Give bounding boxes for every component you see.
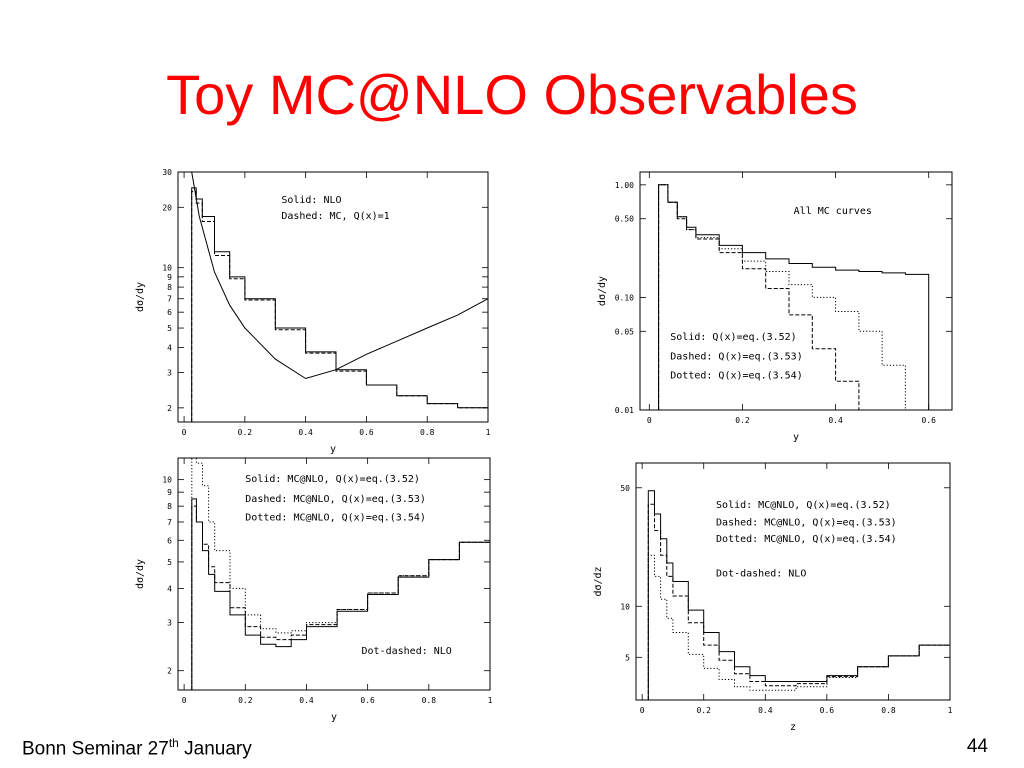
x-tick-label: 0 bbox=[640, 706, 645, 715]
x-tick-label: 1 bbox=[948, 706, 953, 715]
x-tick-label: 0.2 bbox=[696, 706, 711, 715]
y-tick-label: 7 bbox=[167, 518, 172, 527]
x-tick-label: 0 bbox=[647, 416, 652, 425]
series-1-line bbox=[191, 187, 488, 422]
x-tick-label: 0.6 bbox=[360, 696, 375, 705]
plot-frame bbox=[177, 457, 491, 691]
x-tick-label: 1 bbox=[488, 696, 493, 705]
y-axis-label: dσ/dy bbox=[597, 276, 608, 306]
annotation: Solid: MC@NLO, Q(x)=eq.(3.52) bbox=[245, 474, 420, 485]
annotation: All MC curves bbox=[794, 206, 872, 217]
y-tick-label: 9 bbox=[167, 488, 172, 497]
y-tick-label: 10 bbox=[620, 602, 630, 611]
annotation: Solid: Q(x)=eq.(3.52) bbox=[670, 332, 796, 343]
annotation: Dot-dashed: NLO bbox=[716, 568, 806, 579]
y-axis-label: dσ/dy bbox=[135, 282, 146, 312]
annotation: Dotted: Q(x)=eq.(3.54) bbox=[670, 371, 802, 382]
y-tick-label: 6 bbox=[167, 308, 172, 317]
x-tick-label: 0.4 bbox=[828, 416, 843, 425]
x-tick-label: 0.4 bbox=[299, 696, 314, 705]
annotation: Dotted: MC@NLO, Q(x)=eq.(3.54) bbox=[716, 534, 897, 545]
series-2-line bbox=[647, 554, 950, 700]
y-tick-label: 9 bbox=[167, 273, 172, 282]
y-tick-label: 50 bbox=[620, 484, 630, 493]
y-tick-label: 5 bbox=[625, 653, 630, 662]
y-tick-label: 5 bbox=[167, 324, 172, 333]
series-0-line bbox=[191, 172, 488, 380]
x-tick-label: 1 bbox=[486, 428, 491, 437]
series-0-line bbox=[191, 498, 490, 690]
annotation: Dashed: MC@NLO, Q(x)=eq.(3.53) bbox=[245, 494, 426, 505]
y-tick-label: 3 bbox=[167, 619, 172, 628]
y-tick-label: 7 bbox=[167, 295, 172, 304]
slide-title: Toy MC@NLO Observables bbox=[166, 63, 858, 126]
annotation: Dashed: MC@NLO, Q(x)=eq.(3.53) bbox=[716, 517, 897, 528]
plot-frame bbox=[635, 462, 951, 701]
footer-event-tail: January bbox=[178, 738, 252, 760]
plot-frame bbox=[639, 171, 953, 411]
footer-event-sup: th bbox=[168, 736, 179, 750]
x-axis-label: y bbox=[793, 432, 799, 443]
x-tick-label: 0.6 bbox=[820, 706, 835, 715]
annotation: Dashed: MC, Q(x)=1 bbox=[281, 211, 389, 222]
x-tick-label: 0.8 bbox=[422, 696, 437, 705]
chart-top-right: 0 0.2 0.4 0.6 0.01 0.05 0.10 0.50 1.00 y dσ/dy All … bbox=[597, 171, 953, 443]
x-tick-label: 0 bbox=[182, 696, 187, 705]
series-2-line bbox=[191, 190, 488, 422]
y-tick-label: 0.50 bbox=[615, 215, 634, 224]
x-axis-label: y bbox=[330, 444, 336, 455]
x-tick-label: 0.6 bbox=[359, 428, 374, 437]
y-tick-label: 2 bbox=[167, 404, 172, 413]
y-tick-label: 0.01 bbox=[615, 406, 634, 415]
y-tick-label: 1.00 bbox=[615, 181, 634, 190]
annotation: Solid: MC@NLO, Q(x)=eq.(3.52) bbox=[716, 500, 891, 511]
x-axis-label: y bbox=[331, 712, 337, 723]
y-tick-label: 2 bbox=[167, 667, 172, 676]
y-tick-label: 0.10 bbox=[615, 293, 634, 302]
series-1-line bbox=[191, 505, 490, 690]
annotation: Dotted: MC@NLO, Q(x)=eq.(3.54) bbox=[245, 512, 426, 523]
annotation: Dashed: Q(x)=eq.(3.53) bbox=[670, 352, 802, 363]
annotation: Dot-dashed: NLO bbox=[362, 646, 452, 657]
series-2-line bbox=[191, 458, 490, 690]
x-tick-label: 0.6 bbox=[921, 416, 936, 425]
y-tick-label: 4 bbox=[167, 584, 172, 593]
y-tick-label: 8 bbox=[167, 502, 172, 511]
chart-bottom-left: 0 0.2 0.4 0.6 0.8 1 2 3 4 5 6 7 8 9 10 y dσ/dy Solid: MC@… bbox=[135, 457, 493, 723]
series-2-line bbox=[658, 184, 929, 410]
chart-bottom-right: 0 0.2 0.4 0.6 0.8 1 5 10 50 z dσ/dz Solid: MC@NLO, … bbox=[593, 462, 953, 733]
y-tick-label: 30 bbox=[162, 168, 172, 177]
y-axis-label: dσ/dz bbox=[593, 566, 604, 596]
plot-frame bbox=[177, 171, 489, 423]
page-number: 44 bbox=[966, 736, 988, 757]
footer-event: Bonn Seminar 27th January bbox=[22, 736, 252, 760]
x-tick-label: 0.4 bbox=[758, 706, 773, 715]
y-tick-label: 10 bbox=[162, 476, 172, 485]
x-tick-label: 0.4 bbox=[298, 428, 313, 437]
footer-event-main: Bonn Seminar 27 bbox=[22, 738, 169, 760]
annotation: Solid: NLO bbox=[281, 195, 341, 206]
x-tick-label: 0 bbox=[182, 428, 187, 437]
x-tick-label: 0.2 bbox=[238, 428, 253, 437]
y-tick-label: 6 bbox=[167, 536, 172, 545]
y-axis-label: dσ/dy bbox=[135, 559, 146, 589]
y-tick-label: 8 bbox=[167, 283, 172, 292]
y-tick-label: 0.05 bbox=[615, 327, 634, 336]
x-tick-label: 0.2 bbox=[238, 696, 253, 705]
y-tick-label: 3 bbox=[167, 369, 172, 378]
x-tick-label: 0.2 bbox=[735, 416, 750, 425]
y-tick-label: 4 bbox=[167, 343, 172, 352]
x-tick-label: 0.8 bbox=[881, 706, 896, 715]
y-tick-label: 10 bbox=[162, 264, 172, 273]
x-tick-label: 0.8 bbox=[420, 428, 435, 437]
y-tick-label: 5 bbox=[167, 558, 172, 567]
x-axis-label: z bbox=[790, 722, 796, 733]
y-tick-label: 20 bbox=[162, 203, 172, 212]
